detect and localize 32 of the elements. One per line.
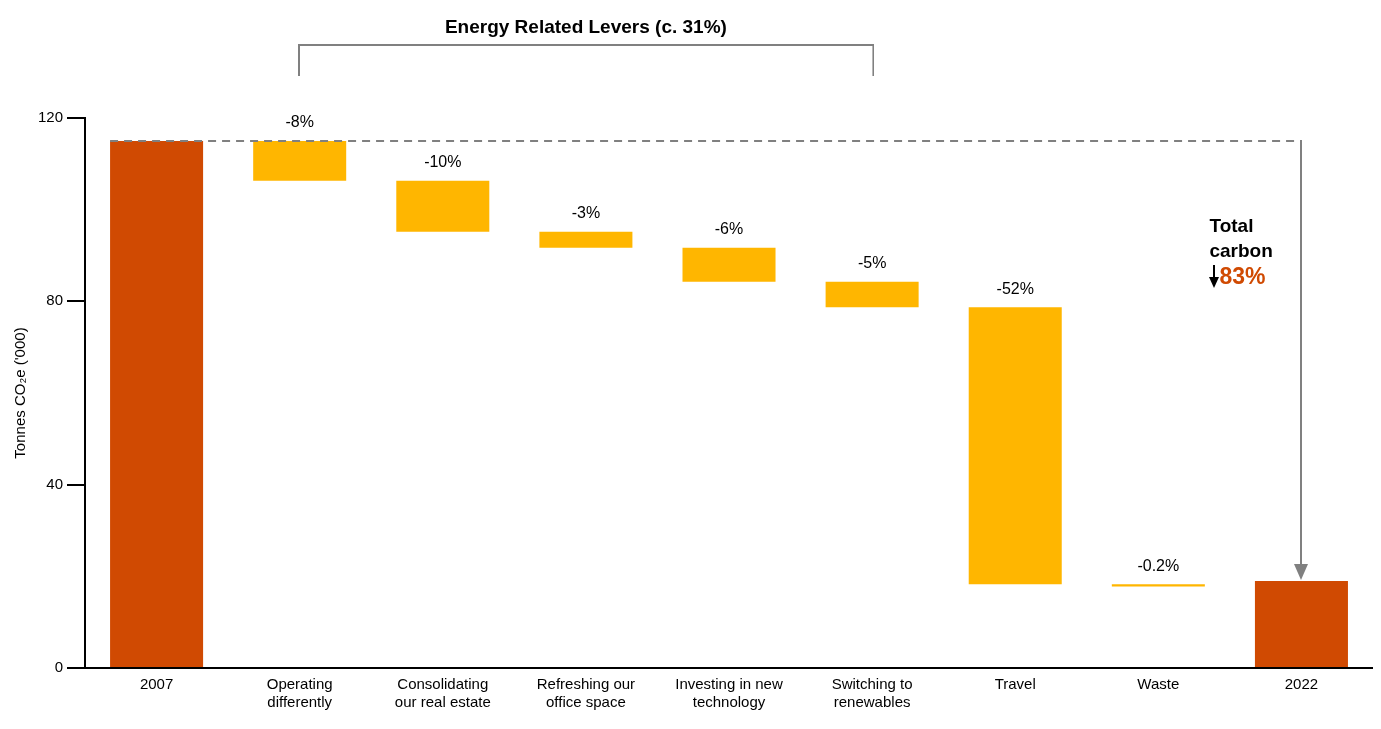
y-axis-title: Tonnes CO₂e ('000) [11,327,29,459]
bar [396,180,490,232]
y-tick-label: 120 [38,108,64,126]
bar [253,140,347,181]
annotation: -0.2% [1137,556,1180,574]
x-tick-label: 2007 [139,675,174,693]
x-tick-label: Switching to renewables [831,675,913,711]
annotation: 83% [1219,262,1266,289]
y-tick-label: 80 [46,291,64,309]
x-tick-label: Operating differently [266,675,333,711]
text: Energy Related Levers (c. 31%) [443,16,728,38]
y-tick-label: 40 [46,474,64,492]
annotation: -10% [424,153,462,171]
y-tick-label: 0 [54,658,64,676]
bar [110,140,204,667]
bar [1254,580,1348,667]
bar [682,247,776,282]
bar [968,307,1062,585]
x-tick-label: 2022 [1284,675,1319,693]
annotation: -8% [285,113,314,131]
annotation: -3% [571,204,601,222]
annotation: Total carbon [1209,214,1274,263]
annotation: -52% [996,279,1034,297]
x-tick-label: Consolidating our real estate [394,675,491,711]
annotation: -6% [714,220,744,238]
x-tick-label: Refreshing our office space [536,675,636,711]
bar [539,231,633,248]
x-tick-label: Investing in new technology [675,675,783,711]
annotation: -5% [857,254,887,272]
x-tick-label: Travel [994,675,1036,693]
x-tick-label: Waste [1137,675,1180,693]
bar [825,281,919,308]
